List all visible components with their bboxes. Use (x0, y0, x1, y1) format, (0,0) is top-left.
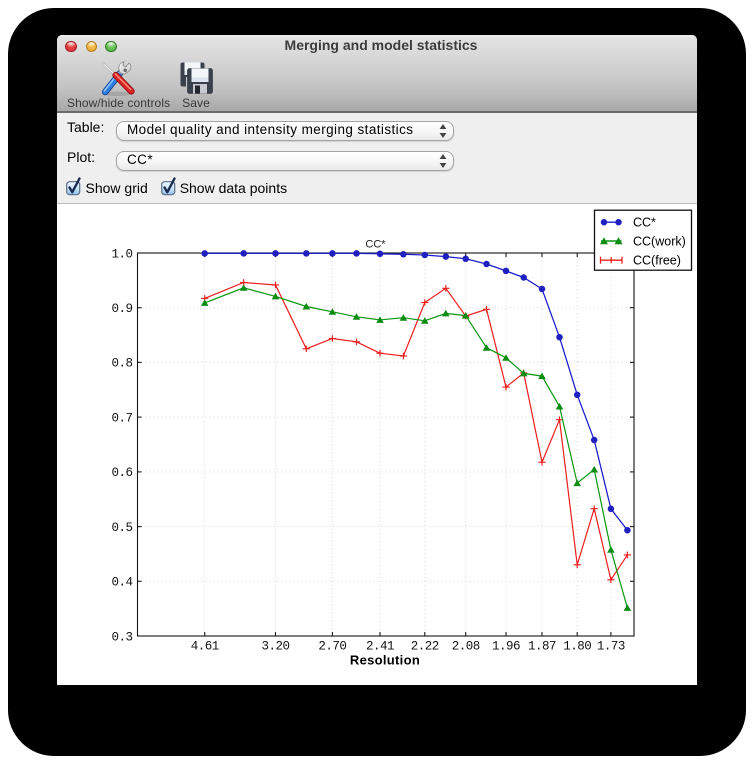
svg-text:2.08: 2.08 (452, 640, 480, 654)
svg-text:CC*: CC* (633, 216, 656, 230)
svg-text:1.0: 1.0 (111, 247, 132, 261)
svg-text:2.70: 2.70 (318, 640, 346, 654)
svg-text:Resolution: Resolution (350, 653, 420, 668)
svg-text:2.22: 2.22 (411, 640, 439, 654)
svg-text:0.7: 0.7 (111, 411, 132, 425)
svg-text:1.73: 1.73 (597, 640, 625, 654)
svg-text:CC(free): CC(free) (633, 254, 681, 268)
svg-text:1.96: 1.96 (492, 640, 520, 654)
svg-text:0.9: 0.9 (111, 302, 132, 316)
svg-text:2.41: 2.41 (366, 640, 394, 654)
svg-text:CC*: CC* (365, 239, 386, 251)
svg-text:1.87: 1.87 (528, 640, 556, 654)
svg-text:0.6: 0.6 (111, 466, 132, 480)
svg-text:3.20: 3.20 (261, 640, 289, 654)
svg-text:0.4: 0.4 (111, 576, 132, 590)
svg-text:0.3: 0.3 (111, 630, 132, 644)
svg-text:0.8: 0.8 (111, 357, 132, 371)
svg-text:0.5: 0.5 (111, 521, 132, 535)
svg-text:CC(work): CC(work) (633, 234, 686, 248)
svg-text:4.61: 4.61 (191, 640, 219, 654)
svg-text:1.80: 1.80 (563, 640, 591, 654)
